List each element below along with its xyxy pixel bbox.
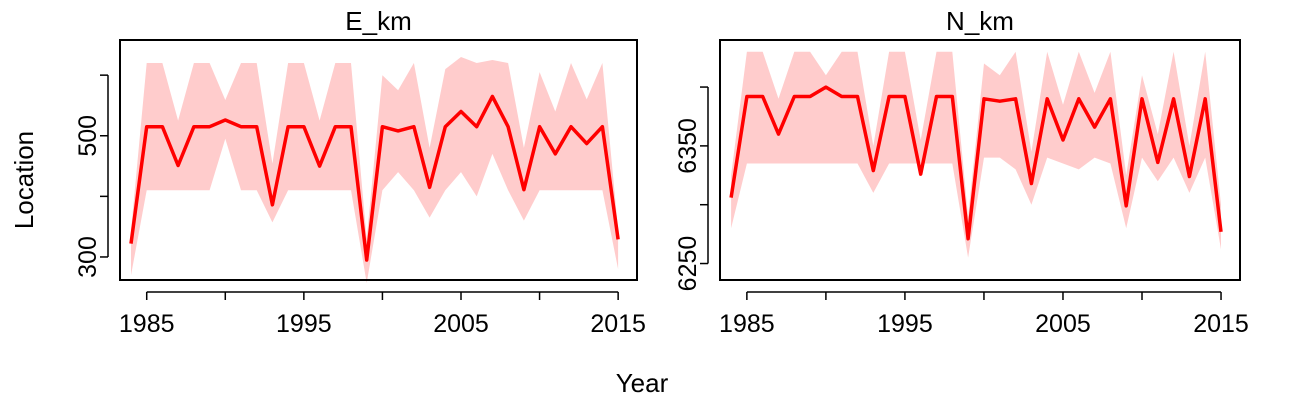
series-line bbox=[129, 94, 620, 262]
y-axis-label: Location bbox=[9, 131, 39, 229]
confidence-band bbox=[131, 57, 619, 283]
panel-title: E_km bbox=[345, 6, 411, 36]
panel-1: E_km 1985 1995 2005 2015 300 500 bbox=[74, 6, 646, 338]
x-tick-label: 2015 bbox=[1193, 310, 1249, 338]
plot-frame bbox=[119, 39, 638, 281]
x-tick-label: 1985 bbox=[719, 310, 775, 338]
x-tick-label: 1995 bbox=[877, 310, 933, 338]
plot-frame bbox=[719, 39, 1241, 281]
x-tick-label: 1985 bbox=[119, 310, 175, 338]
x-tick-label: 1995 bbox=[276, 310, 332, 338]
y-tick-label: 300 bbox=[74, 236, 102, 278]
x-tick-label: 2005 bbox=[433, 310, 489, 338]
y-tick-label: 6250 bbox=[674, 236, 702, 292]
x-axis-label: Year bbox=[616, 368, 669, 398]
y-tick-label: 500 bbox=[74, 115, 102, 157]
x-tick-label: 2005 bbox=[1035, 310, 1091, 338]
x-tick-label: 2015 bbox=[590, 310, 646, 338]
y-tick-label: 6350 bbox=[674, 118, 702, 174]
series-line bbox=[729, 85, 1223, 241]
panels: E_km 1985 1995 2005 2015 300 500 N_km 1985 1995 20… bbox=[74, 6, 1249, 338]
panel-title: N_km bbox=[946, 6, 1014, 36]
panel-2: N_km 1985 1995 2005 2015 6250 6350 bbox=[674, 6, 1249, 338]
